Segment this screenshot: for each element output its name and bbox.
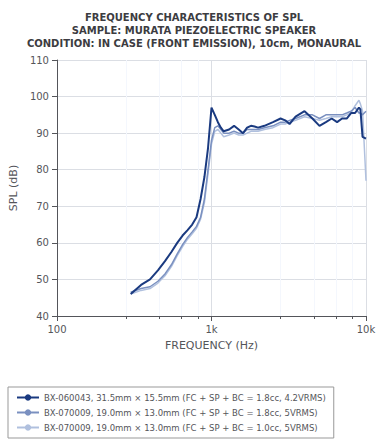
svg-text:CONDITION: IN CASE (FRONT EMIS: CONDITION: IN CASE (FRONT EMISSION), 10c…: [27, 38, 362, 49]
svg-text:FREQUENCY CHARACTERISTICS OF S: FREQUENCY CHARACTERISTICS OF SPL: [85, 12, 304, 23]
svg-text:60: 60: [36, 237, 49, 248]
svg-text:SPL (dB): SPL (dB): [7, 165, 20, 211]
svg-text:SAMPLE: MURATA PIEZOELECTRIC S: SAMPLE: MURATA PIEZOELECTRIC SPEAKER: [72, 25, 317, 36]
svg-text:BX-070009, 19.0mm × 13.0mm (FC: BX-070009, 19.0mm × 13.0mm (FC + SP + BC…: [44, 408, 318, 418]
svg-text:BX-060043, 31.5mm × 15.5mm (FC: BX-060043, 31.5mm × 15.5mm (FC + SP + BC…: [44, 393, 326, 403]
svg-text:10k: 10k: [357, 324, 376, 335]
svg-text:BX-070009, 19.0mm × 13.0mm (FC: BX-070009, 19.0mm × 13.0mm (FC + SP + BC…: [44, 423, 318, 433]
svg-text:110: 110: [30, 55, 49, 66]
svg-text:90: 90: [36, 128, 49, 139]
svg-text:80: 80: [36, 164, 49, 175]
svg-text:40: 40: [36, 311, 49, 322]
svg-text:FREQUENCY (Hz): FREQUENCY (Hz): [165, 339, 258, 352]
svg-text:100: 100: [47, 324, 66, 335]
svg-text:1k: 1k: [205, 324, 217, 335]
svg-text:50: 50: [36, 274, 49, 285]
svg-text:100: 100: [30, 91, 49, 102]
svg-text:70: 70: [36, 201, 49, 212]
